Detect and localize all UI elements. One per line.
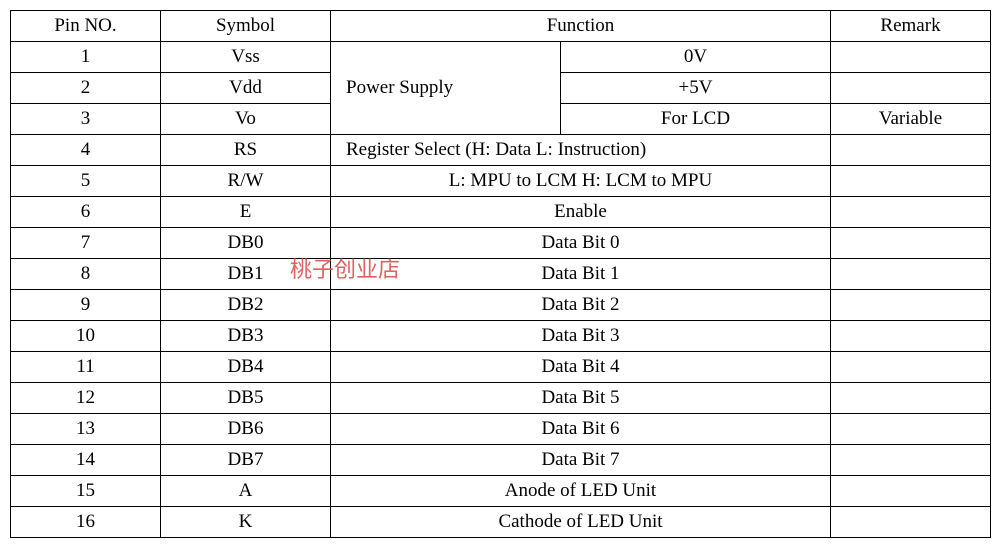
cell-remark	[831, 259, 991, 290]
cell-function: Cathode of LED Unit	[331, 507, 831, 538]
table-row: 16 K Cathode of LED Unit	[11, 507, 991, 538]
cell-function: Data Bit 4	[331, 352, 831, 383]
cell-function: Data Bit 7	[331, 445, 831, 476]
table-row: 6 E Enable	[11, 197, 991, 228]
cell-symbol: Vdd	[161, 73, 331, 104]
cell-pin: 14	[11, 445, 161, 476]
cell-symbol: DB5	[161, 383, 331, 414]
cell-pin: 10	[11, 321, 161, 352]
header-remark: Remark	[831, 11, 991, 42]
table-row: 12 DB5 Data Bit 5	[11, 383, 991, 414]
cell-symbol: DB0	[161, 228, 331, 259]
cell-remark	[831, 321, 991, 352]
cell-pin: 5	[11, 166, 161, 197]
cell-pin: 16	[11, 507, 161, 538]
cell-pin: 11	[11, 352, 161, 383]
header-pin: Pin NO.	[11, 11, 161, 42]
table-row: 11 DB4 Data Bit 4	[11, 352, 991, 383]
cell-pin: 6	[11, 197, 161, 228]
cell-remark	[831, 383, 991, 414]
pinout-table: Pin NO. Symbol Function Remark 1 Vss Pow…	[10, 10, 991, 538]
cell-remark	[831, 476, 991, 507]
cell-pin: 2	[11, 73, 161, 104]
header-symbol: Symbol	[161, 11, 331, 42]
cell-pin: 4	[11, 135, 161, 166]
cell-symbol: DB6	[161, 414, 331, 445]
table-row: 8 DB1 Data Bit 1	[11, 259, 991, 290]
cell-pin: 13	[11, 414, 161, 445]
cell-pin: 15	[11, 476, 161, 507]
table-row: 4 RS Register Select (H: Data L: Instruc…	[11, 135, 991, 166]
cell-remark	[831, 135, 991, 166]
cell-remark	[831, 197, 991, 228]
cell-symbol: Vss	[161, 42, 331, 73]
table-row: 5 R/W L: MPU to LCM H: LCM to MPU	[11, 166, 991, 197]
cell-remark	[831, 414, 991, 445]
table-row: 13 DB6 Data Bit 6	[11, 414, 991, 445]
cell-symbol: DB2	[161, 290, 331, 321]
table-row: 7 DB0 Data Bit 0	[11, 228, 991, 259]
cell-remark	[831, 73, 991, 104]
table-header-row: Pin NO. Symbol Function Remark	[11, 11, 991, 42]
cell-function: Data Bit 5	[331, 383, 831, 414]
cell-symbol: K	[161, 507, 331, 538]
cell-symbol: DB4	[161, 352, 331, 383]
cell-remark	[831, 228, 991, 259]
cell-function: Data Bit 6	[331, 414, 831, 445]
cell-remark	[831, 166, 991, 197]
table-row: 15 A Anode of LED Unit	[11, 476, 991, 507]
cell-func-b: For LCD	[561, 104, 831, 135]
cell-function: Enable	[331, 197, 831, 228]
cell-symbol: A	[161, 476, 331, 507]
table-row: 9 DB2 Data Bit 2	[11, 290, 991, 321]
cell-remark	[831, 507, 991, 538]
cell-remark	[831, 290, 991, 321]
cell-remark	[831, 445, 991, 476]
cell-function: Data Bit 2	[331, 290, 831, 321]
cell-symbol: R/W	[161, 166, 331, 197]
cell-remark: Variable	[831, 104, 991, 135]
cell-remark	[831, 352, 991, 383]
cell-pin: 9	[11, 290, 161, 321]
cell-remark	[831, 42, 991, 73]
cell-symbol: RS	[161, 135, 331, 166]
table-row: 10 DB3 Data Bit 3	[11, 321, 991, 352]
header-function: Function	[331, 11, 831, 42]
cell-function: Data Bit 3	[331, 321, 831, 352]
cell-symbol: DB3	[161, 321, 331, 352]
cell-symbol: DB7	[161, 445, 331, 476]
cell-function: L: MPU to LCM H: LCM to MPU	[331, 166, 831, 197]
cell-function: Data Bit 0	[331, 228, 831, 259]
table-row: 1 Vss Power Supply 0V	[11, 42, 991, 73]
cell-symbol: E	[161, 197, 331, 228]
cell-function: Anode of LED Unit	[331, 476, 831, 507]
cell-pin: 12	[11, 383, 161, 414]
cell-symbol: DB1	[161, 259, 331, 290]
cell-pin: 7	[11, 228, 161, 259]
cell-pin: 1	[11, 42, 161, 73]
cell-pin: 3	[11, 104, 161, 135]
cell-func-b: 0V	[561, 42, 831, 73]
cell-symbol: Vo	[161, 104, 331, 135]
table-row: 14 DB7 Data Bit 7	[11, 445, 991, 476]
cell-function: Data Bit 1	[331, 259, 831, 290]
cell-pin: 8	[11, 259, 161, 290]
cell-func-b: +5V	[561, 73, 831, 104]
cell-power-supply: Power Supply	[331, 42, 561, 135]
cell-function: Register Select (H: Data L: Instruction)	[331, 135, 831, 166]
